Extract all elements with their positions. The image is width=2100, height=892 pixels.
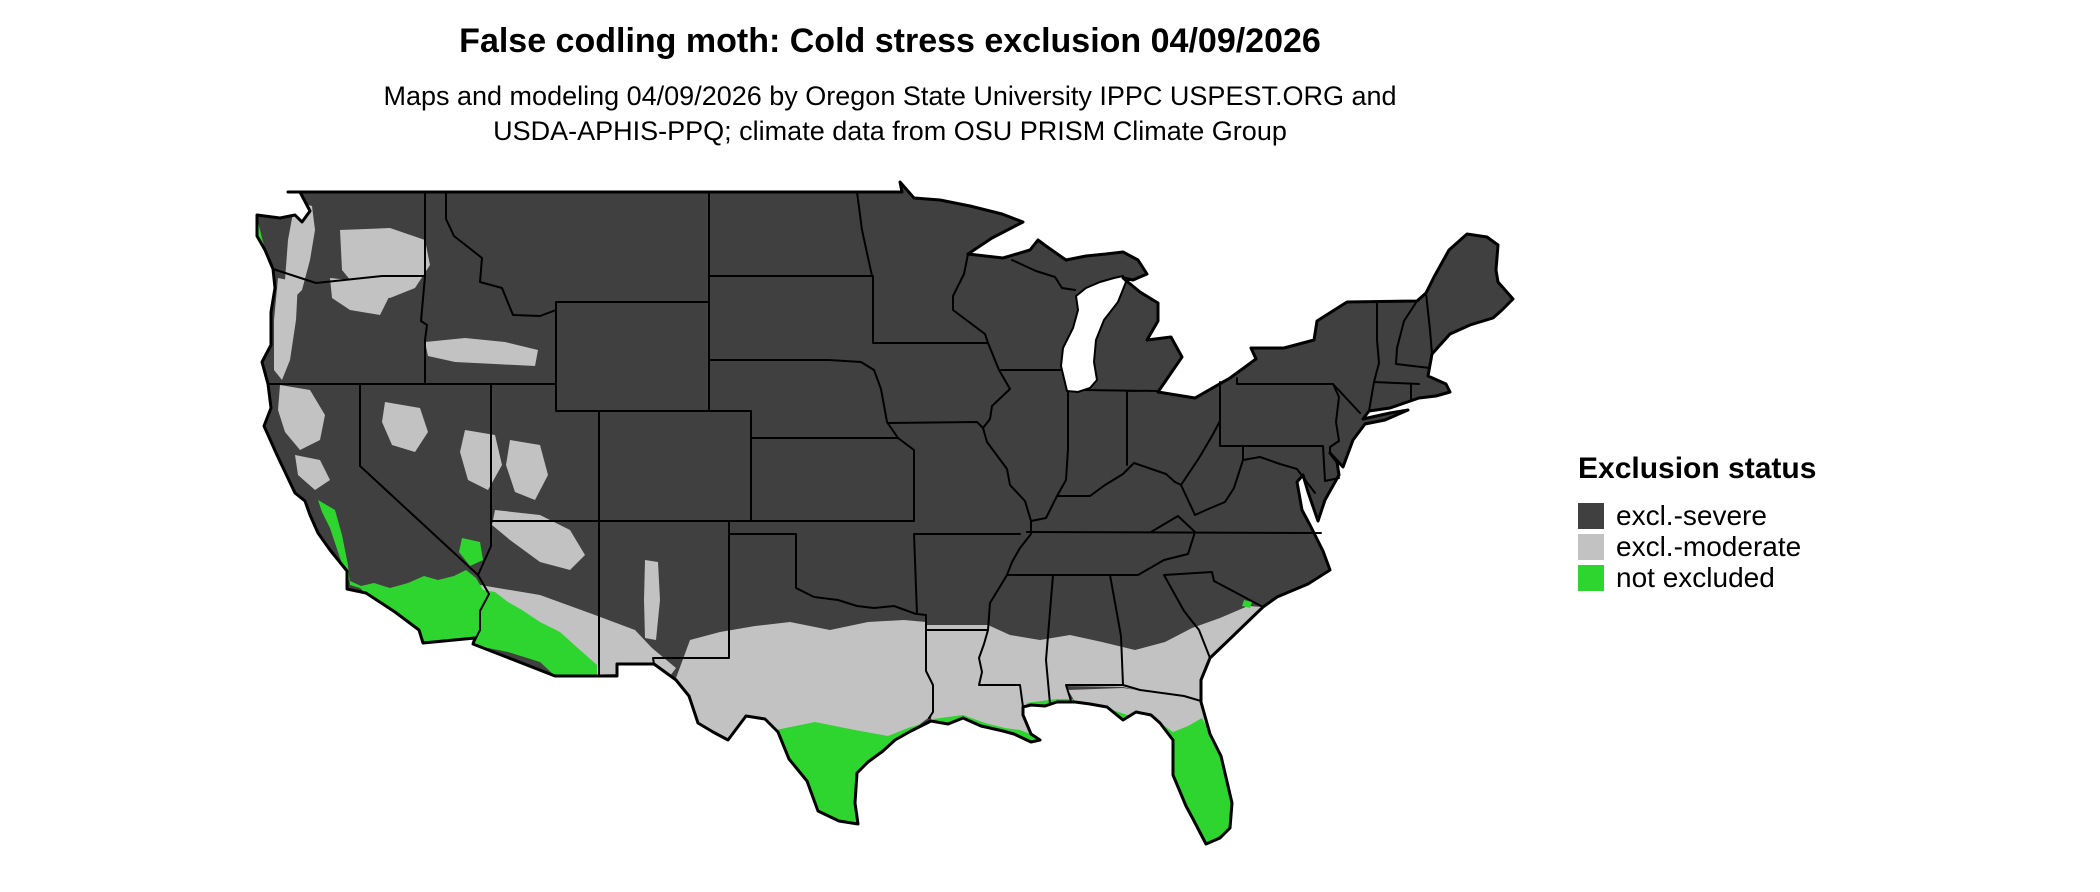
state-borders (267, 191, 1433, 719)
legend-label-not-excluded: not excluded (1616, 561, 1775, 593)
header: False codling moth: Cold stress exclusio… (0, 22, 1780, 149)
legend-item-severe: excl.-severe (1578, 500, 1816, 531)
map-subtitle-line2: USDA-APHIS-PPQ; climate data from OSU PR… (493, 116, 1287, 146)
legend-label-severe: excl.-severe (1616, 499, 1767, 531)
map-subtitle: Maps and modeling 04/09/2026 by Oregon S… (0, 79, 1780, 149)
map-regions-moderate (274, 202, 1263, 824)
lake-michigan (1059, 274, 1128, 394)
legend-title: Exclusion status (1578, 452, 1817, 485)
not-excluded-swatch-icon (1578, 564, 1604, 591)
map-subtitle-line1: Maps and modeling 04/09/2026 by Oregon S… (383, 81, 1397, 111)
us-outline (255, 180, 1515, 846)
moderate-swatch-icon (1578, 533, 1604, 560)
map-title: False codling moth: Cold stress exclusio… (459, 22, 1321, 60)
us-map-svg (255, 180, 1515, 846)
us-exclusion-map (240, 170, 1540, 870)
severe-swatch-icon (1578, 502, 1604, 529)
legend: Exclusion status excl.-severe excl.-mode… (1578, 452, 1816, 593)
legend-item-not-excluded: not excluded (1578, 562, 1816, 593)
legend-label-moderate: excl.-moderate (1616, 530, 1802, 562)
legend-item-moderate: excl.-moderate (1578, 531, 1816, 562)
